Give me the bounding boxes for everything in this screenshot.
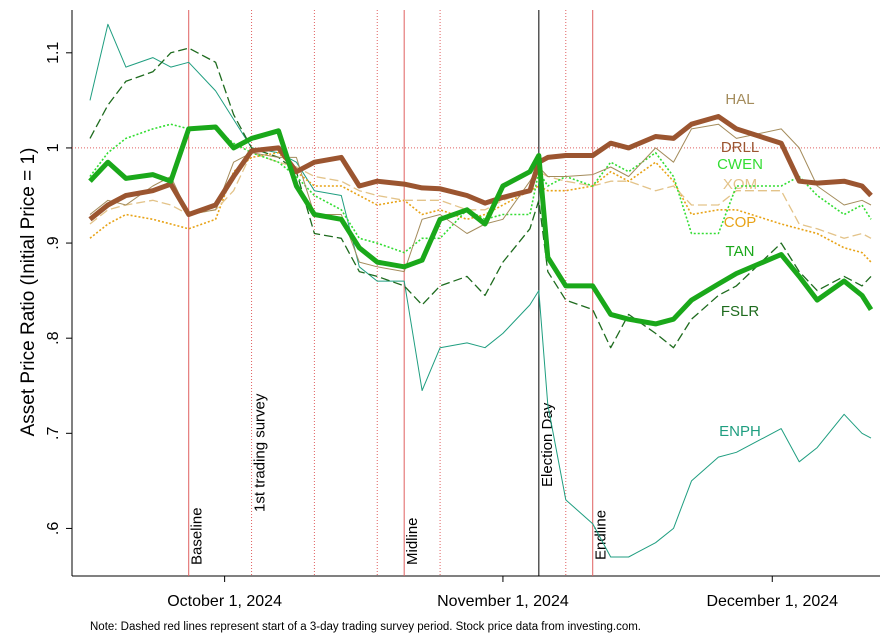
series-line [89,23,872,558]
series-label: COP [724,214,757,231]
series-label: CWEN [717,156,763,173]
series-label: FSLR [721,303,760,320]
y-tick-label: 1 [45,143,62,152]
series-line [88,124,874,327]
y-tick-label: .6 [45,522,62,535]
event-label: 1st trading survey [252,393,269,512]
y-tick-label: .9 [45,236,62,249]
event-label: Baseline [189,507,206,565]
chart-note: Note: Dashed red lines represent start o… [90,621,641,633]
series-label: DRLL [721,139,759,156]
x-tick-label: December 1, 2024 [706,593,838,610]
event-label: Endline [593,510,610,560]
event-label: Election Day [539,402,556,487]
series-line [89,152,872,239]
y-tick-label: .8 [45,331,62,344]
y-axis-title: Asset Price Ratio (Initial Price = 1) [18,148,39,437]
series-label: HAL [725,91,754,108]
series-label: XOM [723,176,757,193]
y-tick-label: .7 [45,427,62,440]
series-line [89,47,872,349]
y-tick-label: 1.1 [45,42,62,64]
series-label: ENPH [719,423,761,440]
series-line [88,114,873,222]
event-label: Midline [404,517,421,565]
series-label: TAN [726,243,755,260]
x-tick-label: October 1, 2024 [167,593,282,610]
x-tick-label: November 1, 2024 [437,593,569,610]
